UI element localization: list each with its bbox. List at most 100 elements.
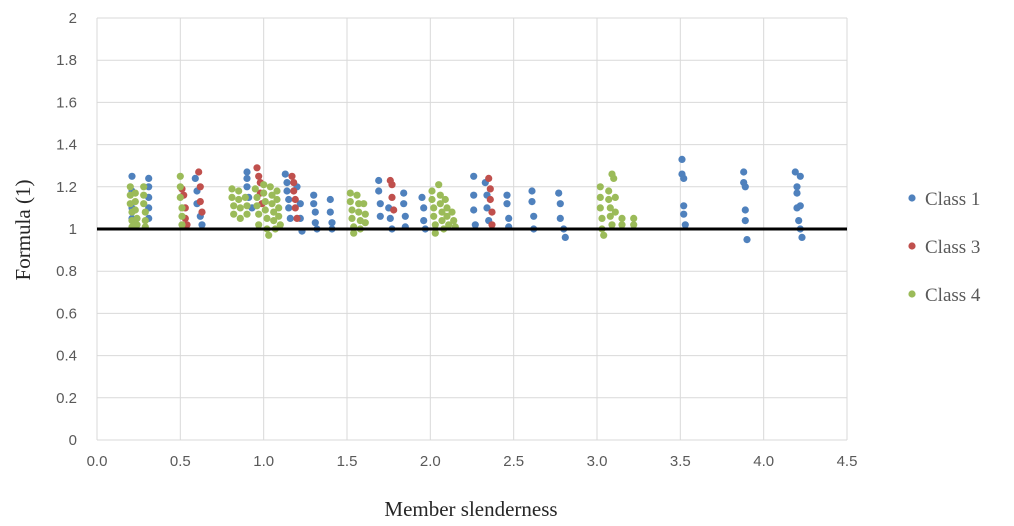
data-point-class-3 [290,187,298,195]
data-point-class-4 [630,221,638,229]
data-point-class-1 [743,236,751,244]
data-point-class-1 [471,221,479,229]
data-point-class-4 [355,200,363,208]
data-point-class-1 [326,195,334,204]
data-point-class-4 [430,204,438,212]
data-point-class-3 [485,174,493,182]
legend-label-class-4: Class 4 [925,285,981,306]
data-point-class-4 [260,181,268,189]
data-point-class-4 [265,231,273,239]
data-point-class-4 [228,185,236,193]
data-point-class-1 [326,208,334,216]
data-point-class-4 [140,200,148,208]
data-point-class-4 [140,191,148,199]
y-tick-label: 0.2 [56,390,77,407]
data-point-class-1 [420,217,428,225]
data-point-class-1 [678,155,686,163]
data-point-class-4 [235,195,243,204]
x-tick-label: 1.0 [253,453,274,470]
data-point-class-4 [131,189,139,197]
data-point-class-1 [793,183,801,191]
x-axis-title: Member slenderness [384,497,557,521]
grid-lines [96,17,848,441]
data-point-class-4 [176,172,184,180]
data-point-class-4 [270,208,278,216]
data-point-class-4 [428,187,436,195]
data-point-class-4 [611,193,619,201]
data-point-class-3 [388,181,396,189]
data-point-class-1 [128,172,136,180]
y-tick-label: 0.8 [56,263,77,280]
data-point-class-4 [610,174,618,182]
data-point-class-4 [360,200,368,208]
data-point-class-4 [606,212,614,220]
x-tick-label: 3.0 [587,453,608,470]
data-point-class-4 [141,217,149,225]
x-tick-label: 4.5 [837,453,858,470]
data-point-class-4 [346,189,354,197]
data-point-class-4 [235,187,243,195]
y-tick-label: 0.6 [56,305,77,322]
data-point-class-1 [145,174,153,182]
data-point-class-1 [400,189,408,197]
legend-marker-class-4 [908,290,916,298]
data-point-class-4 [598,214,606,222]
data-point-class-1 [310,200,318,208]
data-point-class-1 [680,202,688,210]
data-point-class-1 [528,198,536,206]
data-point-class-4 [618,221,626,229]
data-point-class-4 [606,204,614,212]
data-point-class-4 [596,183,604,191]
y-tick-label: 1.6 [56,94,77,111]
data-point-class-3 [486,195,494,204]
data-point-class-4 [260,189,268,197]
data-point-class-4 [268,191,276,199]
data-point-class-4 [448,208,456,216]
data-point-class-1 [376,212,384,220]
data-point-class-4 [428,195,436,204]
data-point-class-1 [470,191,478,199]
y-tick-label: 0 [69,432,77,449]
legend-label-class-3: Class 3 [925,237,980,258]
data-point-class-4 [275,212,283,220]
data-point-class-4 [350,229,358,237]
data-point-class-3 [390,206,398,214]
data-point-class-1 [796,172,804,180]
data-point-class-1 [376,200,384,208]
data-point-class-1 [286,214,294,222]
data-point-class-1 [285,204,293,212]
data-point-class-3 [291,204,299,212]
data-point-class-1 [401,212,409,220]
data-point-class-4 [596,193,604,201]
y-tick-label: 1 [69,221,77,238]
data-point-class-4 [176,183,184,191]
data-point-class-4 [355,208,363,216]
data-point-class-4 [348,206,356,214]
data-point-class-1 [680,210,688,218]
data-point-class-1 [375,176,383,185]
data-point-class-1 [243,168,251,176]
data-point-class-4 [438,208,446,216]
data-point-class-1 [400,200,408,208]
data-point-class-4 [178,212,186,220]
data-point-class-4 [600,231,608,239]
data-point-class-3 [388,193,396,201]
data-point-class-4 [230,210,238,218]
x-tick-label: 3.5 [670,453,691,470]
data-point-class-3 [486,185,494,193]
data-point-class-4 [251,185,259,193]
data-point-class-1 [555,189,563,197]
data-point-class-3 [195,168,203,176]
data-point-class-3 [288,172,296,180]
data-point-class-1 [243,174,251,182]
data-point-class-1 [793,189,801,197]
data-point-class-4 [275,204,283,212]
data-point-class-1 [375,187,383,195]
data-point-class-4 [441,195,449,204]
data-point-class-4 [261,198,269,206]
data-point-class-4 [236,204,244,212]
data-point-class-1 [483,204,491,212]
y-tick-labels: 0 0.2 0.4 0.6 0.8 1 1.2 1.4 1.6 1.8 2 [56,10,77,449]
data-points [126,155,806,244]
data-point-class-3 [488,221,496,229]
